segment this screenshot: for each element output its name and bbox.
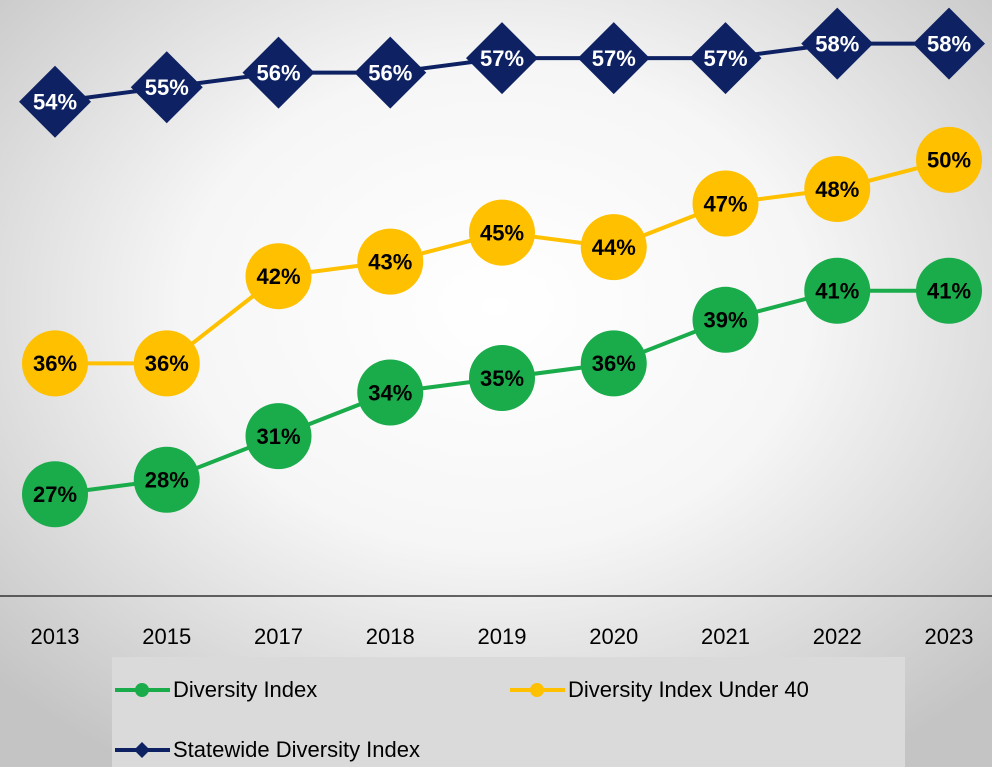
- value-label: 42%: [256, 264, 300, 289]
- x-tick-label: 2015: [142, 624, 191, 649]
- data-point: [133, 330, 200, 397]
- value-label: 45%: [480, 220, 524, 245]
- x-tick-label: 2021: [701, 624, 750, 649]
- x-tick-label: 2013: [31, 624, 80, 649]
- data-point: [245, 403, 312, 470]
- value-label: 50%: [927, 148, 971, 173]
- data-point: [580, 330, 647, 397]
- legend-label: Diversity Index: [173, 677, 317, 702]
- data-point: [913, 7, 985, 80]
- data-point: [130, 51, 203, 124]
- data-point: [916, 126, 982, 193]
- data-point: [577, 22, 650, 95]
- value-label: 43%: [368, 249, 412, 274]
- data-point: [357, 228, 424, 295]
- value-label: 36%: [33, 351, 77, 376]
- data-point: [357, 359, 424, 426]
- data-point: [133, 446, 200, 513]
- x-tick-label: 2017: [254, 624, 303, 649]
- value-label: 27%: [33, 482, 77, 507]
- data-point: [692, 170, 759, 237]
- value-label: 39%: [703, 308, 747, 333]
- value-label: 58%: [927, 31, 971, 56]
- value-label: 47%: [703, 191, 747, 216]
- data-point: [354, 36, 427, 109]
- legend-label: Statewide Diversity Index: [173, 737, 420, 762]
- value-label: 41%: [927, 279, 971, 304]
- legend-marker: [530, 683, 544, 697]
- value-label: 48%: [815, 177, 859, 202]
- value-label: 56%: [256, 60, 300, 85]
- legend-label: Diversity Index Under 40: [568, 677, 809, 702]
- legend-box: [112, 657, 905, 767]
- value-label: 44%: [592, 235, 636, 260]
- x-tick-label: 2023: [925, 624, 974, 649]
- value-label: 31%: [256, 424, 300, 449]
- data-point: [692, 286, 759, 353]
- x-tick-label: 2018: [366, 624, 415, 649]
- legend-marker: [134, 742, 150, 758]
- data-point: [245, 243, 312, 310]
- data-point: [916, 257, 982, 324]
- data-point: [22, 461, 88, 528]
- x-tick-label: 2020: [589, 624, 638, 649]
- x-tick-label: 2019: [478, 624, 527, 649]
- value-label: 56%: [368, 60, 412, 85]
- data-point: [19, 65, 91, 138]
- data-point: [469, 344, 535, 411]
- data-point: [804, 257, 871, 324]
- data-point: [580, 214, 647, 281]
- data-point: [469, 199, 535, 266]
- value-label: 34%: [368, 380, 412, 405]
- value-label: 36%: [592, 351, 636, 376]
- value-label: 57%: [480, 46, 524, 71]
- value-label: 54%: [33, 90, 77, 115]
- value-label: 57%: [592, 46, 636, 71]
- data-point: [242, 36, 315, 109]
- data-point: [689, 22, 762, 95]
- value-label: 58%: [815, 31, 859, 56]
- value-label: 28%: [145, 468, 189, 493]
- value-label: 36%: [145, 351, 189, 376]
- value-label: 35%: [480, 366, 524, 391]
- data-point: [466, 22, 538, 95]
- value-label: 55%: [145, 75, 189, 100]
- legend-marker: [135, 683, 149, 697]
- x-tick-label: 2022: [813, 624, 862, 649]
- data-point: [801, 7, 874, 80]
- value-label: 41%: [815, 279, 859, 304]
- value-label: 57%: [703, 46, 747, 71]
- data-point: [22, 330, 88, 397]
- data-point: [804, 155, 871, 222]
